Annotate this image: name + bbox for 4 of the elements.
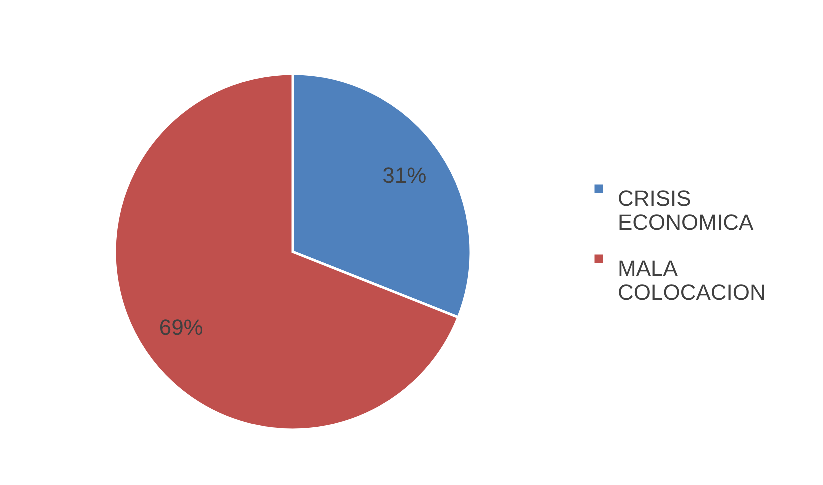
data-label: 31% <box>382 163 427 188</box>
legend-label: CRISIS ECONOMICA <box>618 186 754 235</box>
legend-label: MALA COLOCACION <box>618 256 766 305</box>
data-label: 69% <box>159 314 204 340</box>
